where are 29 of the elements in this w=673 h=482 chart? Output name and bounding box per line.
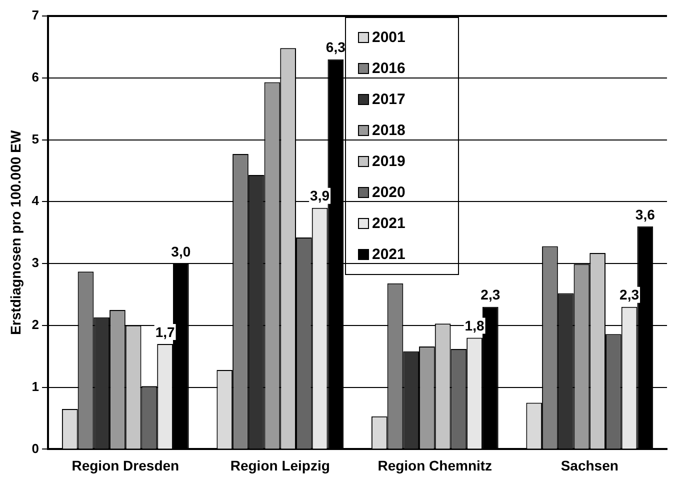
data-label: 1,8 bbox=[464, 318, 484, 334]
data-label: 2,3 bbox=[480, 286, 500, 303]
x-tick-label: Region Leipzig bbox=[230, 457, 330, 474]
data-label: 6,3 bbox=[326, 39, 346, 56]
legend-label: 2016 bbox=[372, 60, 406, 77]
legend-label: 2017 bbox=[372, 91, 406, 108]
data-label: 3,9 bbox=[310, 188, 330, 204]
data-label: 3,6 bbox=[635, 206, 656, 222]
legend-label: 2001 bbox=[372, 29, 406, 46]
data-label: 2,3 bbox=[620, 286, 640, 303]
y-tick-label: 2 bbox=[32, 317, 40, 332]
legend-label: 2021 bbox=[372, 246, 406, 263]
x-tick-label: Region Chemnitz bbox=[378, 457, 492, 474]
y-tick-label: 4 bbox=[32, 193, 40, 208]
x-tick-label: Sachsen bbox=[560, 457, 618, 474]
legend-label: 2021 bbox=[372, 215, 406, 232]
legend-label: 2020 bbox=[372, 184, 406, 201]
y-tick-label: 1 bbox=[32, 378, 40, 394]
x-tick-label: Region Dresden bbox=[72, 457, 180, 474]
data-label: 3,0 bbox=[171, 243, 191, 260]
y-tick-label: 7 bbox=[32, 8, 40, 23]
y-tick-label: 5 bbox=[32, 131, 40, 146]
data-label: 1,7 bbox=[155, 324, 175, 340]
y-tick-label: 0 bbox=[32, 440, 40, 456]
legend-label: 2018 bbox=[372, 122, 406, 139]
y-tick-label: 3 bbox=[32, 255, 40, 270]
legend-label: 2019 bbox=[372, 153, 406, 170]
y-tick-label: 6 bbox=[32, 69, 40, 84]
y-axis-title: Erstdiagnosen pro 100.000 EW bbox=[7, 130, 24, 335]
